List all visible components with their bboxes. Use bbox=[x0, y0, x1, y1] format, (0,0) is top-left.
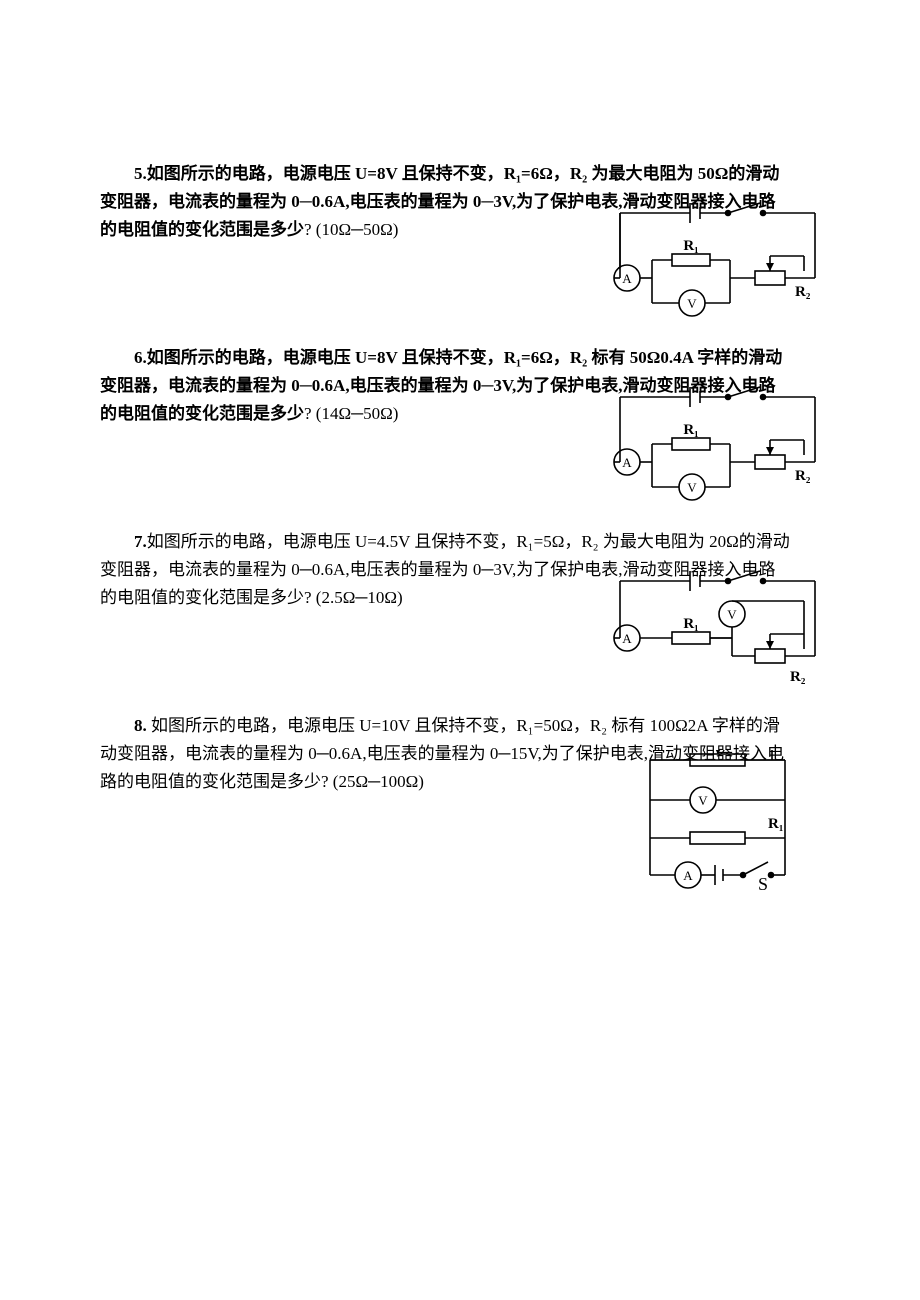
svg-text:R₁: R₁ bbox=[683, 422, 698, 438]
voltmeter-label: V bbox=[687, 296, 697, 311]
figure-6: A V R₁ R₂ bbox=[610, 382, 830, 512]
problem-7: 7.如图所示的电路，电源电压 U=4.5V 且保持不变，R₁=5Ω，R₂ 为最大… bbox=[100, 528, 820, 612]
svg-text:R₁: R₁ bbox=[683, 616, 698, 632]
ammeter-label: A bbox=[622, 271, 632, 286]
svg-text:V: V bbox=[698, 793, 708, 808]
svg-text:A: A bbox=[683, 868, 693, 883]
switch-label: S bbox=[758, 874, 768, 890]
figure-8: A V R₁ S bbox=[640, 750, 800, 890]
svg-text:V: V bbox=[727, 607, 737, 622]
r1-label: R₁ bbox=[683, 238, 698, 254]
page: 5.如图所示的电路，电源电压 U=8V 且保持不变，R₁=6Ω，R₂ 为最大电阻… bbox=[0, 0, 920, 896]
svg-text:R₁: R₁ bbox=[768, 816, 783, 832]
r2-label: R₂ bbox=[795, 284, 811, 300]
p5-num: 5. bbox=[134, 164, 147, 183]
svg-text:A: A bbox=[622, 631, 632, 646]
figure-7: A V R₁ R₂ bbox=[610, 566, 830, 706]
svg-text:R₂: R₂ bbox=[795, 468, 811, 484]
problem-6: 6.如图所示的电路，电源电压 U=8V 且保持不变，R₁=6Ω，R₂ 标有 50… bbox=[100, 344, 820, 428]
svg-text:V: V bbox=[687, 480, 697, 495]
svg-text:A: A bbox=[622, 455, 632, 470]
problem-8: 8. 如图所示的电路，电源电压 U=10V 且保持不变，R₁=50Ω，R₂ 标有… bbox=[100, 712, 820, 796]
svg-text:R₂: R₂ bbox=[790, 669, 806, 685]
problem-5: 5.如图所示的电路，电源电压 U=8V 且保持不变，R₁=6Ω，R₂ 为最大电阻… bbox=[100, 160, 820, 244]
figure-5: A V R₁ R₂ bbox=[610, 198, 830, 328]
